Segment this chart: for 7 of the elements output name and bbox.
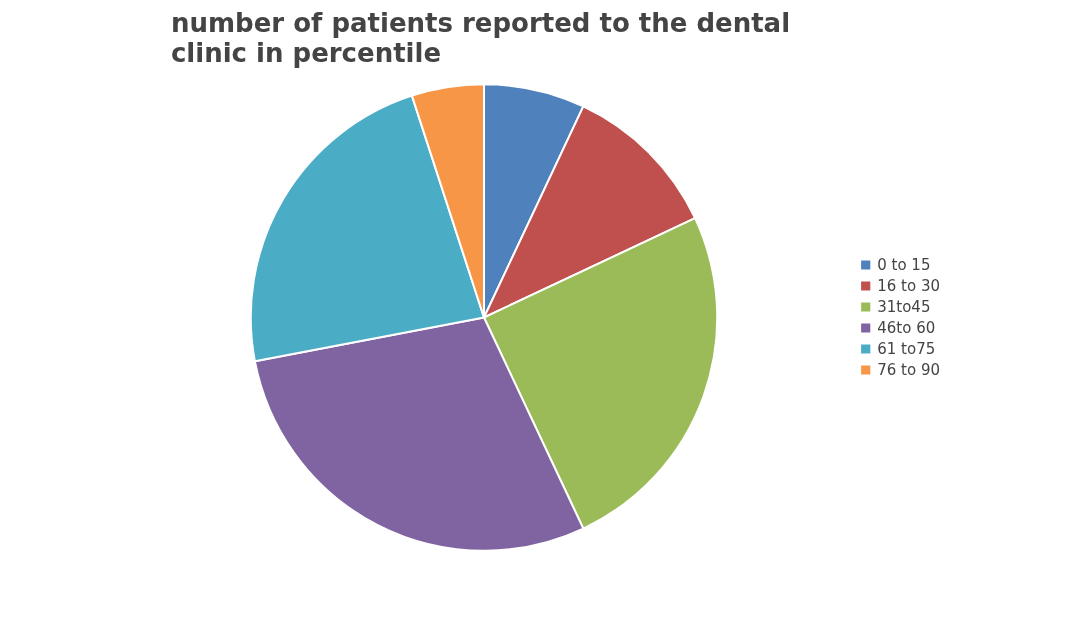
legend-label: 31to45 xyxy=(877,297,931,316)
chart-title: number of patients reported to the dental clinic in percentile xyxy=(170,7,791,68)
legend-label: 76 to 90 xyxy=(877,360,940,379)
legend-label: 16 to 30 xyxy=(877,276,940,295)
legend-label: 61 to75 xyxy=(877,339,936,358)
legend-label: 46to 60 xyxy=(877,318,936,337)
legend-label: 0 to 15 xyxy=(877,255,931,274)
